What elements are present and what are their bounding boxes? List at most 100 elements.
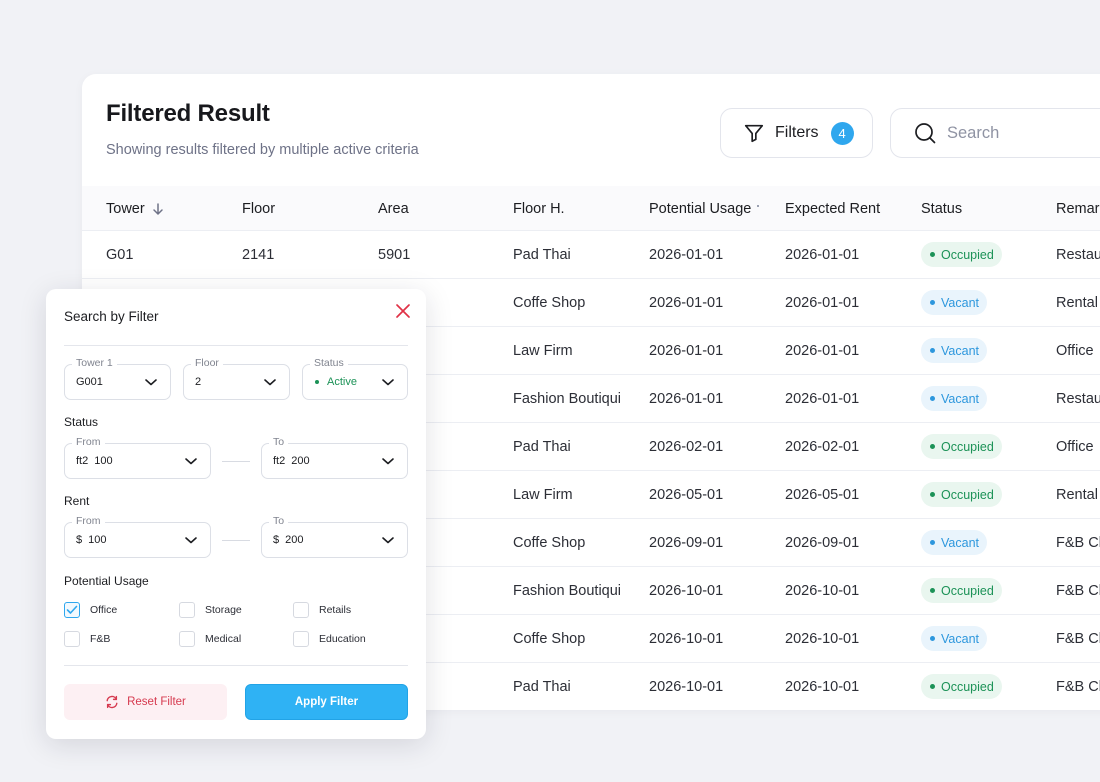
column-header-remarks[interactable]: Remarks bbox=[1056, 200, 1100, 217]
status-badge: Occupied bbox=[921, 434, 1002, 459]
cell-tower: G01 bbox=[106, 246, 134, 263]
cell-floor-h: Pad Thai bbox=[513, 438, 571, 455]
cell-floor-h: Fashion Boutiqui bbox=[513, 390, 622, 407]
reset-filter-button[interactable]: Reset Filter bbox=[64, 684, 227, 720]
checkbox-label: Medical bbox=[205, 633, 242, 645]
checkbox-fnb[interactable]: F&B bbox=[64, 631, 110, 647]
status-cell: Vacant bbox=[921, 327, 987, 374]
cell-floor-h: Law Firm bbox=[513, 486, 573, 503]
checkbox-box[interactable] bbox=[64, 602, 80, 618]
area-to-unit: ft2 bbox=[273, 455, 286, 467]
table-row[interactable]: Law Firm 2026-01-01 2026-01-01 Vacant Office bbox=[82, 327, 1100, 375]
page-subtitle: Showing results filtered by multiple act… bbox=[106, 142, 419, 158]
cell-expected-rent: 2026-09-01 bbox=[785, 534, 860, 551]
cell-remarks: F&B Clinic bbox=[1056, 678, 1100, 695]
column-header-label: Potential Usage bbox=[649, 200, 752, 217]
close-icon[interactable] bbox=[394, 302, 412, 320]
cell-floor-h: Coffe Shop bbox=[513, 534, 586, 551]
table-row[interactable]: Coffe Shop 2026-01-01 2026-01-01 Vacant Rent… bbox=[82, 279, 1100, 327]
status-cell: Occupied bbox=[921, 567, 1002, 614]
cell-expected-rent: 2026-10-01 bbox=[785, 582, 860, 599]
table-row[interactable]: Pad Thai 2026-02-01 2026-02-01 Occupied Offi… bbox=[82, 423, 1100, 471]
status-text: Vacant bbox=[941, 391, 979, 406]
cell-potential-usage: 2026-01-01 bbox=[649, 390, 724, 407]
column-header-area[interactable]: Area bbox=[378, 200, 409, 217]
status-cell: Vacant bbox=[921, 519, 987, 566]
column-header-tower[interactable]: Tower bbox=[106, 186, 165, 231]
filters-count-badge: 4 bbox=[830, 121, 854, 145]
rent-from-select[interactable]: From $ 100 bbox=[64, 515, 211, 558]
cell-expected-rent: 2026-10-01 bbox=[785, 630, 860, 647]
checkbox-box[interactable] bbox=[179, 631, 195, 647]
status-select[interactable]: Status Active bbox=[302, 357, 408, 400]
checkbox-storage[interactable]: Storage bbox=[179, 602, 242, 618]
table-row[interactable]: Fashion Boutiqui 2026-10-01 2026-10-01 Occu… bbox=[82, 567, 1100, 615]
cell-remarks: Restaurant bbox=[1056, 390, 1100, 407]
checkbox-retails[interactable]: Retails bbox=[293, 602, 351, 618]
table-row[interactable]: Fashion Boutiqui 2026-01-01 2026-01-01 Vaca… bbox=[82, 375, 1100, 423]
area-to-label: To bbox=[269, 436, 289, 448]
divider bbox=[64, 665, 408, 666]
column-header-expected-rent[interactable]: Expected Rent bbox=[785, 200, 881, 217]
rent-to-label: To bbox=[269, 515, 289, 527]
status-badge: Occupied bbox=[921, 482, 1002, 507]
cell-remarks: Rental bbox=[1056, 486, 1098, 503]
rent-to-value: 200 bbox=[285, 534, 304, 546]
status-dot-icon bbox=[930, 444, 935, 449]
floor-select[interactable]: Floor 2 bbox=[183, 357, 290, 400]
checkbox-label: Storage bbox=[205, 604, 242, 616]
status-badge: Vacant bbox=[921, 338, 987, 363]
cell-floor-h: Pad Thai bbox=[513, 246, 571, 263]
rent-to-select[interactable]: To $ 200 bbox=[261, 515, 408, 558]
status-dot-icon bbox=[930, 636, 935, 641]
cell-expected-rent: 2026-10-01 bbox=[785, 678, 860, 695]
checkbox-box[interactable] bbox=[293, 602, 309, 618]
tower-select[interactable]: Tower 1 G001 bbox=[64, 357, 171, 400]
column-header-floor-h[interactable]: Floor H. bbox=[513, 200, 565, 217]
range-separator bbox=[222, 461, 250, 462]
table-row[interactable]: G01 2141 5901 Pad Thai 2026-01-01 2026-01-01 O… bbox=[82, 231, 1100, 279]
table-row[interactable]: Coffe Shop 2026-10-01 2026-10-01 Vacant F&B … bbox=[82, 615, 1100, 663]
search-input[interactable] bbox=[947, 123, 1100, 143]
rent-from-label: From bbox=[72, 515, 105, 527]
checkbox-medical[interactable]: Medical bbox=[179, 631, 241, 647]
chevron-down-icon bbox=[184, 535, 198, 545]
cell-potential-usage: 2026-05-01 bbox=[649, 486, 724, 503]
column-header-status[interactable]: Status bbox=[921, 200, 963, 217]
filter-panel: Search by Filter Tower 1 G001 Floor 2 St… bbox=[46, 289, 426, 739]
status-badge: Vacant bbox=[921, 530, 987, 555]
table-row[interactable]: Pad Thai 2026-10-01 2026-10-01 Occupied F&B … bbox=[82, 663, 1100, 710]
checkbox-box[interactable] bbox=[64, 631, 80, 647]
cell-expected-rent: 2026-05-01 bbox=[785, 486, 860, 503]
status-select-label: Status bbox=[310, 357, 348, 369]
cell-expected-rent: 2026-01-01 bbox=[785, 294, 860, 311]
sort-indicator-icon bbox=[757, 204, 760, 207]
area-from-select[interactable]: From ft2 100 bbox=[64, 436, 211, 479]
area-to-value: 200 bbox=[291, 455, 310, 467]
checkbox-office[interactable]: Office bbox=[64, 602, 117, 618]
column-header-floor[interactable]: Floor bbox=[242, 200, 276, 217]
chevron-down-icon bbox=[263, 377, 277, 387]
table-row[interactable]: Law Firm 2026-05-01 2026-05-01 Occupied Rent… bbox=[82, 471, 1100, 519]
status-dot-icon bbox=[930, 540, 935, 545]
table-row[interactable]: Coffe Shop 2026-09-01 2026-09-01 Vacant F&B … bbox=[82, 519, 1100, 567]
checkbox-box[interactable] bbox=[293, 631, 309, 647]
apply-filter-button[interactable]: Apply Filter bbox=[245, 684, 408, 720]
area-to-select[interactable]: To ft2 200 bbox=[261, 436, 408, 479]
search-icon bbox=[913, 121, 937, 145]
status-cell: Occupied bbox=[921, 471, 1002, 518]
cell-potential-usage: 2026-01-01 bbox=[649, 342, 724, 359]
search-box[interactable] bbox=[890, 108, 1100, 158]
filters-button[interactable]: Filters 4 bbox=[720, 108, 873, 158]
checkbox-box[interactable] bbox=[179, 602, 195, 618]
cell-remarks: F&B Clinic bbox=[1056, 582, 1100, 599]
chevron-down-icon bbox=[184, 456, 198, 466]
cell-potential-usage: 2026-01-01 bbox=[649, 294, 724, 311]
column-header-potential-usage[interactable]: Potential Usage bbox=[649, 186, 760, 231]
checkbox-education[interactable]: Education bbox=[293, 631, 366, 647]
cell-floor-h: Coffe Shop bbox=[513, 630, 586, 647]
status-text: Vacant bbox=[941, 343, 979, 358]
sort-arrow-down-icon[interactable] bbox=[151, 202, 165, 216]
filters-label: Filters bbox=[775, 124, 819, 141]
status-badge: Vacant bbox=[921, 626, 987, 651]
